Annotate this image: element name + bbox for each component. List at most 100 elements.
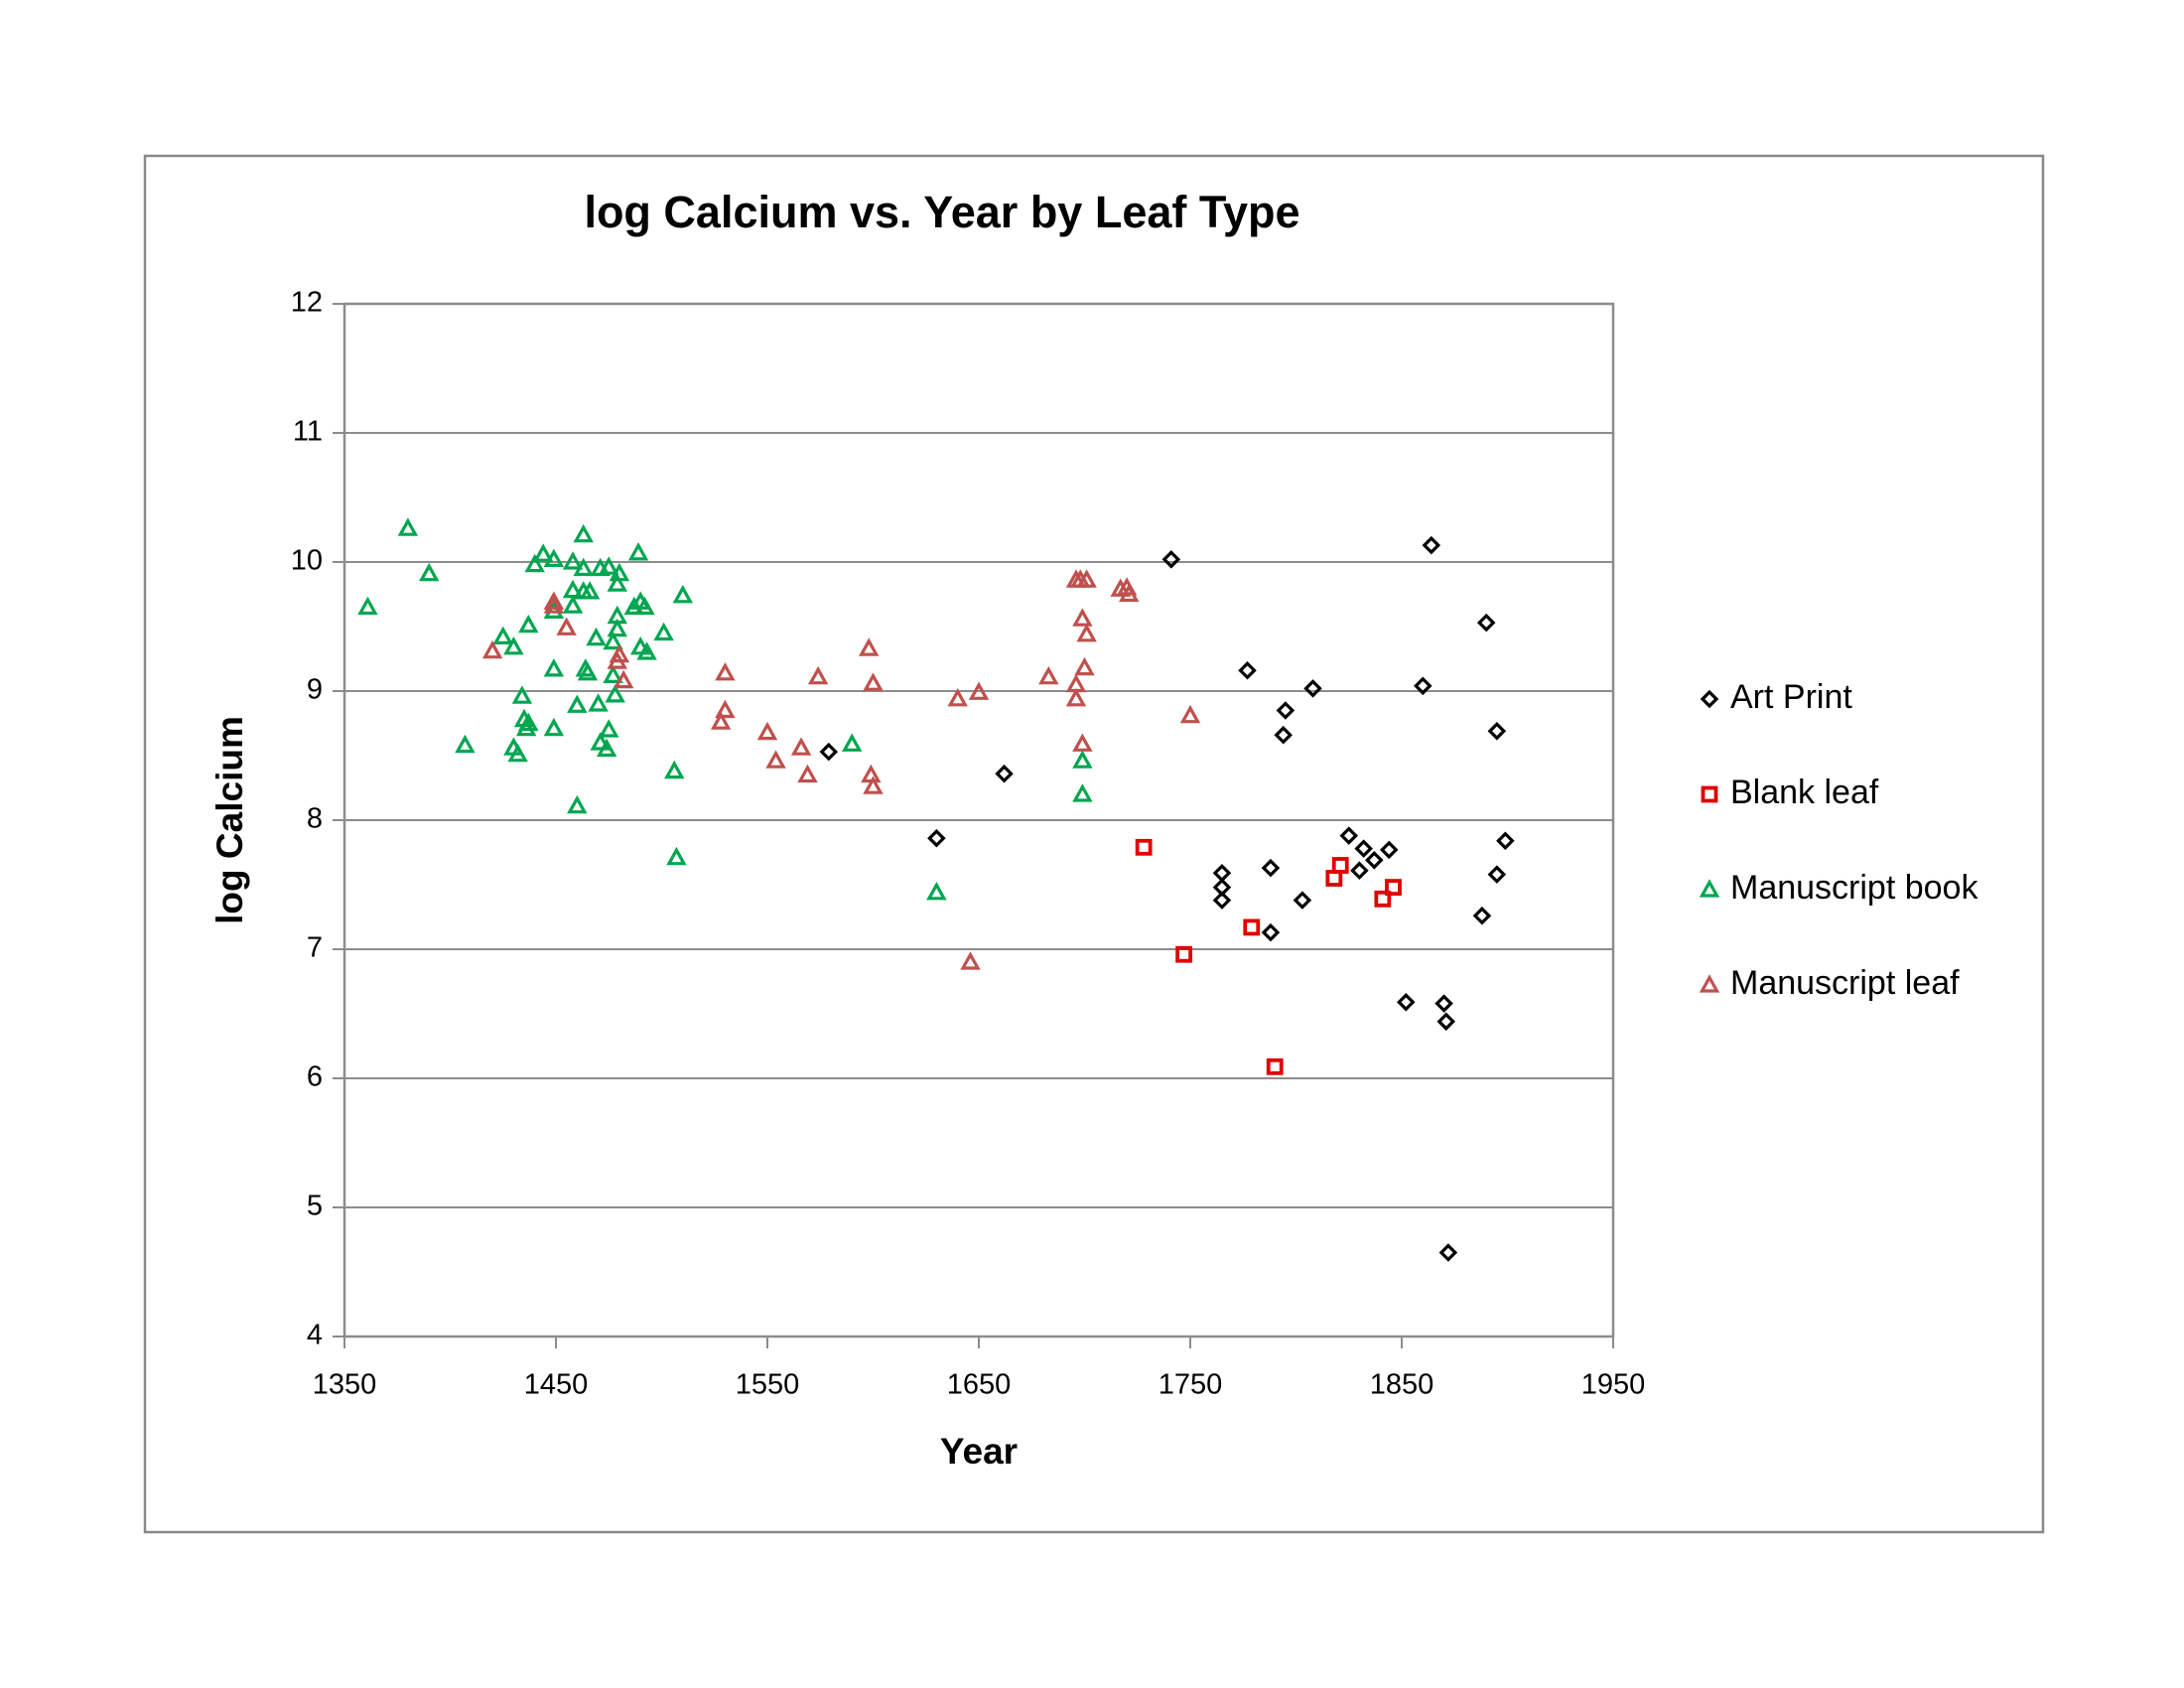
scatter-point <box>1414 676 1433 696</box>
scatter-point <box>567 694 588 713</box>
scatter-point <box>672 585 694 604</box>
scatter-point <box>1038 665 1059 685</box>
y-tick-label: 11 <box>293 416 323 448</box>
legend-marker <box>1699 879 1720 898</box>
legend-marker <box>1700 689 1719 709</box>
y-tick-label: 9 <box>307 674 323 706</box>
scatter-point <box>609 562 630 582</box>
scatter-point <box>995 764 1014 783</box>
scatter-point <box>653 622 674 641</box>
scatter-point <box>492 626 513 645</box>
scatter-point <box>968 681 990 700</box>
legend-label: Art Print <box>1730 678 1852 716</box>
scatter-point <box>627 542 649 561</box>
scatter-point <box>1354 839 1373 858</box>
scatter-point <box>819 742 839 762</box>
scatter-point <box>1350 861 1369 880</box>
y-tick-label: 6 <box>307 1061 323 1093</box>
chart-frame <box>143 154 2045 1534</box>
scatter-point <box>507 743 528 763</box>
scatter-point <box>859 637 880 656</box>
scatter-point <box>605 684 625 703</box>
scatter-point <box>1072 750 1093 769</box>
scatter-point <box>1238 660 1257 680</box>
y-tick-label: 10 <box>291 545 323 577</box>
scatter-point <box>609 643 630 663</box>
scatter-point <box>756 721 778 741</box>
y-tick-label: 7 <box>307 932 323 964</box>
scatter-point <box>397 517 419 536</box>
legend-marker <box>1701 785 1718 803</box>
scatter-point <box>715 699 736 719</box>
scatter-point <box>1422 535 1441 555</box>
scatter-point <box>607 573 627 592</box>
scatter-point <box>543 595 565 614</box>
scatter-point <box>1331 857 1349 874</box>
scatter-point <box>634 596 655 616</box>
scatter-point <box>666 846 687 866</box>
x-tick-label: 1650 <box>947 1369 1012 1401</box>
scatter-point <box>1076 624 1097 642</box>
scatter-point <box>1379 840 1399 860</box>
scatter-point <box>556 617 577 635</box>
scatter-point <box>1487 865 1507 884</box>
chart-title: log Calcium vs. Year by Leaf Type <box>584 187 1299 237</box>
legend-label: Blank leaf <box>1730 774 1879 811</box>
x-axis-title: Year <box>940 1431 1018 1472</box>
scatter-point <box>636 641 657 660</box>
scatter-point <box>533 543 554 562</box>
x-tick-label: 1950 <box>1581 1369 1646 1401</box>
y-axis-title: log Calcium <box>209 716 250 924</box>
scatter-point <box>1074 656 1095 676</box>
legend-label: Manuscript leaf <box>1730 964 1960 1002</box>
y-tick-label: 4 <box>307 1320 323 1351</box>
legend-marker <box>1699 974 1720 993</box>
x-tick-label: 1750 <box>1159 1369 1223 1401</box>
scatter-point <box>765 750 786 769</box>
scatter-point <box>1434 994 1453 1013</box>
scatter-point <box>807 665 829 685</box>
scatter-point <box>418 562 440 582</box>
scatter-point <box>797 764 818 783</box>
scatter-point <box>588 693 609 712</box>
scatter-point <box>599 719 619 738</box>
scatter-point <box>1135 838 1153 856</box>
legend-label: Manuscript book <box>1730 869 1979 907</box>
scatter-point <box>1161 550 1181 569</box>
scatter-point <box>586 627 607 646</box>
scatter-point <box>710 711 732 730</box>
scatter-point <box>1179 704 1201 724</box>
scatter-point <box>1266 1057 1284 1075</box>
scatter-point <box>1339 826 1359 845</box>
x-tick-label: 1450 <box>524 1369 589 1401</box>
scatter-point <box>1436 1012 1455 1032</box>
scatter-point <box>1261 858 1281 878</box>
scatter-point <box>603 664 623 684</box>
scatter-point <box>1293 891 1312 910</box>
plot-border <box>342 302 1615 1338</box>
scatter-point <box>1212 891 1232 910</box>
scatter-point <box>596 738 617 758</box>
scatter-point <box>603 631 623 650</box>
scatter-point <box>524 553 545 573</box>
scatter-point <box>543 658 565 677</box>
scatter-point <box>1243 918 1261 936</box>
y-tick-label: 5 <box>307 1191 323 1222</box>
scatter-point <box>455 734 476 754</box>
scatter-point <box>1385 879 1402 896</box>
scatter-point <box>715 662 736 681</box>
scatter-point <box>562 595 584 614</box>
scatter-point <box>1072 608 1093 627</box>
scatter-point <box>567 794 588 814</box>
scatter-point <box>543 591 565 610</box>
scatter-point <box>863 672 884 691</box>
scatter-point <box>1261 922 1281 942</box>
scatter-point <box>613 669 634 689</box>
scatter-point <box>1276 701 1296 720</box>
scatter-point <box>1065 688 1087 707</box>
x-tick-label: 1850 <box>1370 1369 1434 1401</box>
scatter-point <box>1396 993 1416 1012</box>
scatter-point <box>1374 890 1392 908</box>
y-tick-label: 12 <box>291 287 323 319</box>
